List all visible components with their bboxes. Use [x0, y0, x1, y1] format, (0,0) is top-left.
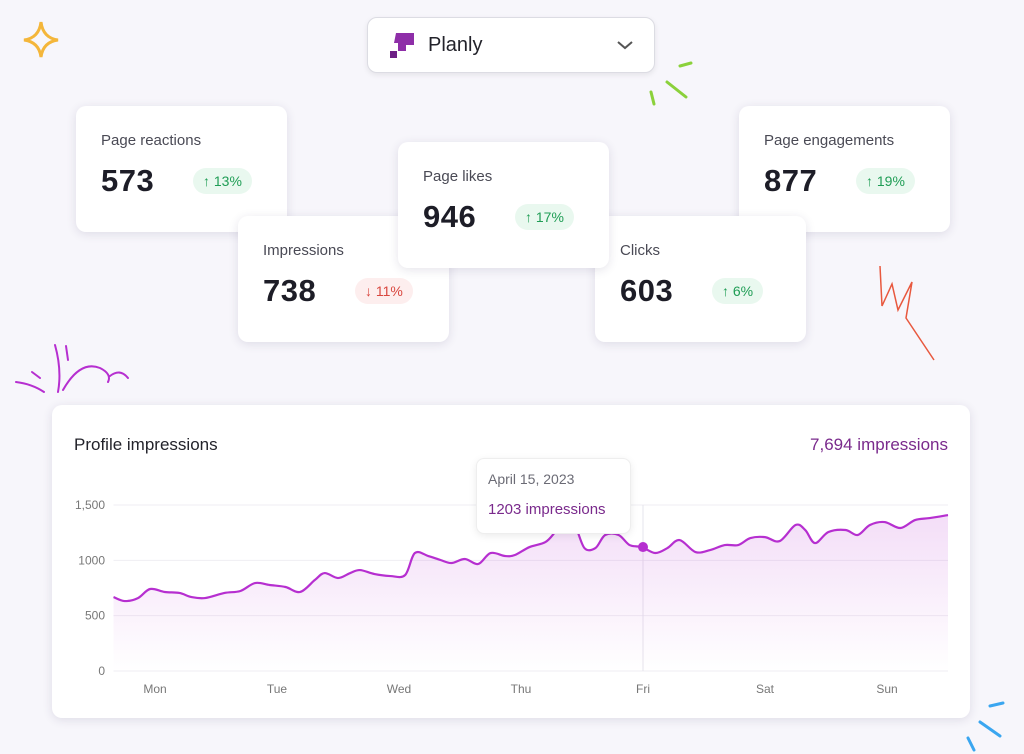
arrow-up-icon: ↑: [866, 173, 873, 189]
chevron-down-icon: [617, 41, 633, 50]
change-badge: ↑ 19%: [856, 168, 915, 194]
stat-value: 738: [263, 273, 317, 308]
change-badge: ↑ 13%: [193, 168, 252, 194]
purple-scribble: [15, 344, 129, 393]
arrow-up-icon: ↑: [722, 283, 729, 299]
stat-card-page-engagements: Page engagements 877 ↑ 19%: [739, 106, 950, 232]
sparkle-icon: [23, 21, 59, 58]
green-dashes: [649, 61, 693, 106]
change-badge: ↑ 17%: [515, 204, 574, 230]
stat-label: Page reactions: [101, 132, 202, 149]
profile-impressions-card: Profile impressions 7,694 impressions: [52, 405, 970, 718]
change-value: 13%: [213, 173, 242, 189]
change-value: 17%: [535, 209, 564, 225]
stat-value: 946: [423, 199, 477, 234]
stat-value: 877: [764, 163, 818, 198]
chart-tooltip: April 15, 2023 1203 impressions: [476, 458, 631, 534]
stat-value: 573: [101, 163, 155, 198]
stat-label: Page engagements: [764, 132, 895, 149]
change-value: 6%: [732, 283, 754, 299]
arrow-down-icon: ↓: [365, 283, 372, 299]
workspace-name: Planly: [428, 33, 483, 56]
stat-card-clicks: Clicks 603 ↑ 6%: [595, 216, 806, 342]
workspace-picker[interactable]: Planly: [367, 17, 655, 73]
tooltip-value: 1203 impressions: [488, 501, 606, 518]
planly-logo: [390, 33, 414, 58]
stat-label: Page likes: [423, 168, 493, 185]
change-badge: ↑ 6%: [712, 278, 764, 304]
tooltip-date: April 15, 2023: [488, 471, 575, 487]
change-badge: ↓ 11%: [355, 278, 413, 304]
stat-label: Impressions: [263, 242, 344, 259]
change-value: 19%: [876, 173, 905, 189]
stat-value: 603: [620, 273, 674, 308]
blue-dashes: [966, 701, 1005, 752]
red-scribble: [879, 265, 935, 361]
stat-label: Clicks: [620, 242, 660, 259]
stat-card-page-likes: Page likes 946 ↑ 17%: [398, 142, 609, 268]
chart-title: Profile impressions: [74, 435, 218, 454]
arrow-up-icon: ↑: [525, 209, 532, 225]
chart-total: 7,694 impressions: [810, 435, 948, 454]
arrow-up-icon: ↑: [203, 173, 210, 189]
change-value: 11%: [375, 283, 403, 299]
stat-card-page-reactions: Page reactions 573 ↑ 13%: [76, 106, 287, 232]
